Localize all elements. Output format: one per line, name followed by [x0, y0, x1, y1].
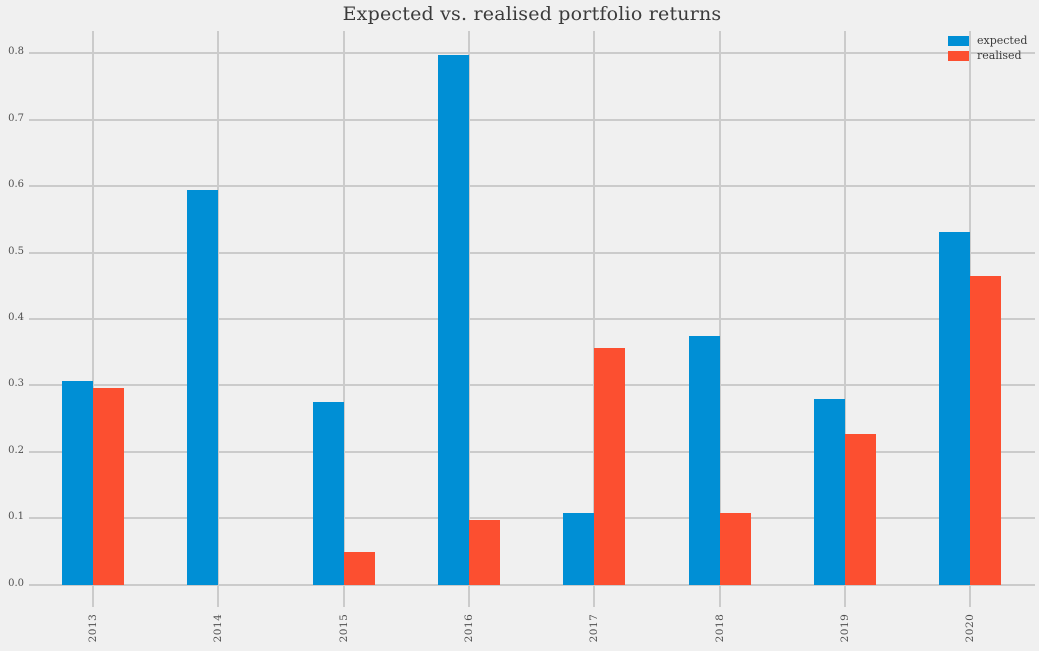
x-gridline	[718, 31, 721, 607]
legend-swatch-realised	[948, 50, 969, 61]
x-gridline	[467, 31, 470, 607]
y-gridline	[29, 52, 1035, 55]
x-gridline	[217, 31, 220, 607]
y-gridline	[29, 185, 1035, 188]
bar-realised-2015	[343, 551, 375, 585]
x-tick-label: 2020	[964, 613, 977, 643]
x-tick-label: 2013	[87, 613, 99, 643]
y-gridline	[29, 384, 1035, 387]
x-gridline	[92, 31, 94, 607]
y-gridline	[29, 317, 1035, 320]
x-tick-label: 2015	[337, 613, 350, 643]
bar-realised-2020	[970, 275, 1002, 585]
y-tick-label: 0.7	[8, 112, 24, 124]
y-tick-label: 0.8	[8, 46, 24, 58]
y-gridline	[29, 118, 1035, 121]
bar-realised-2019	[844, 434, 876, 585]
legend-label-expected: expected	[977, 34, 1028, 47]
x-tick-label: 2018	[713, 613, 726, 643]
bar-expected-2017	[563, 513, 595, 585]
x-gridline	[843, 31, 846, 607]
bar-realised-2016	[468, 520, 500, 585]
legend-item-realised: realised	[948, 48, 1027, 63]
x-gridline	[342, 31, 345, 607]
chart-title: Expected vs. realised portfolio returns	[342, 3, 722, 25]
legend-swatch-expected	[948, 35, 969, 46]
y-gridline	[29, 583, 1035, 586]
x-tick-label: 2016	[462, 613, 475, 643]
y-gridline	[29, 517, 1035, 520]
bar-expected-2015	[312, 401, 344, 585]
bar-realised-2018	[719, 513, 751, 585]
y-tick-label: 0.6	[8, 179, 24, 191]
bar-expected-2018	[688, 335, 720, 585]
bar-expected-2016	[437, 55, 469, 585]
x-tick-label: 2014	[212, 613, 225, 643]
bar-realised-2013	[93, 387, 124, 585]
bar-expected-2020	[939, 231, 971, 585]
bar-realised-2017	[594, 348, 626, 585]
bar-expected-2014	[187, 190, 219, 585]
x-gridline	[593, 31, 596, 607]
legend: expected realised	[948, 33, 1027, 63]
y-gridline	[29, 450, 1035, 453]
y-tick-label: 0.5	[8, 245, 24, 257]
bar-expected-2019	[813, 399, 845, 585]
x-tick-label: 2019	[838, 613, 851, 643]
y-tick-label: 0.1	[8, 511, 24, 523]
y-tick-label: 0.3	[8, 378, 24, 390]
y-tick-label: 0.0	[8, 577, 24, 589]
legend-label-realised: realised	[977, 49, 1022, 62]
bar-expected-2013	[62, 380, 93, 585]
legend-item-expected: expected	[948, 33, 1027, 48]
y-tick-label: 0.4	[8, 311, 24, 323]
y-tick-label: 0.2	[8, 444, 24, 456]
y-gridline	[29, 251, 1035, 254]
x-tick-label: 2017	[588, 613, 601, 643]
